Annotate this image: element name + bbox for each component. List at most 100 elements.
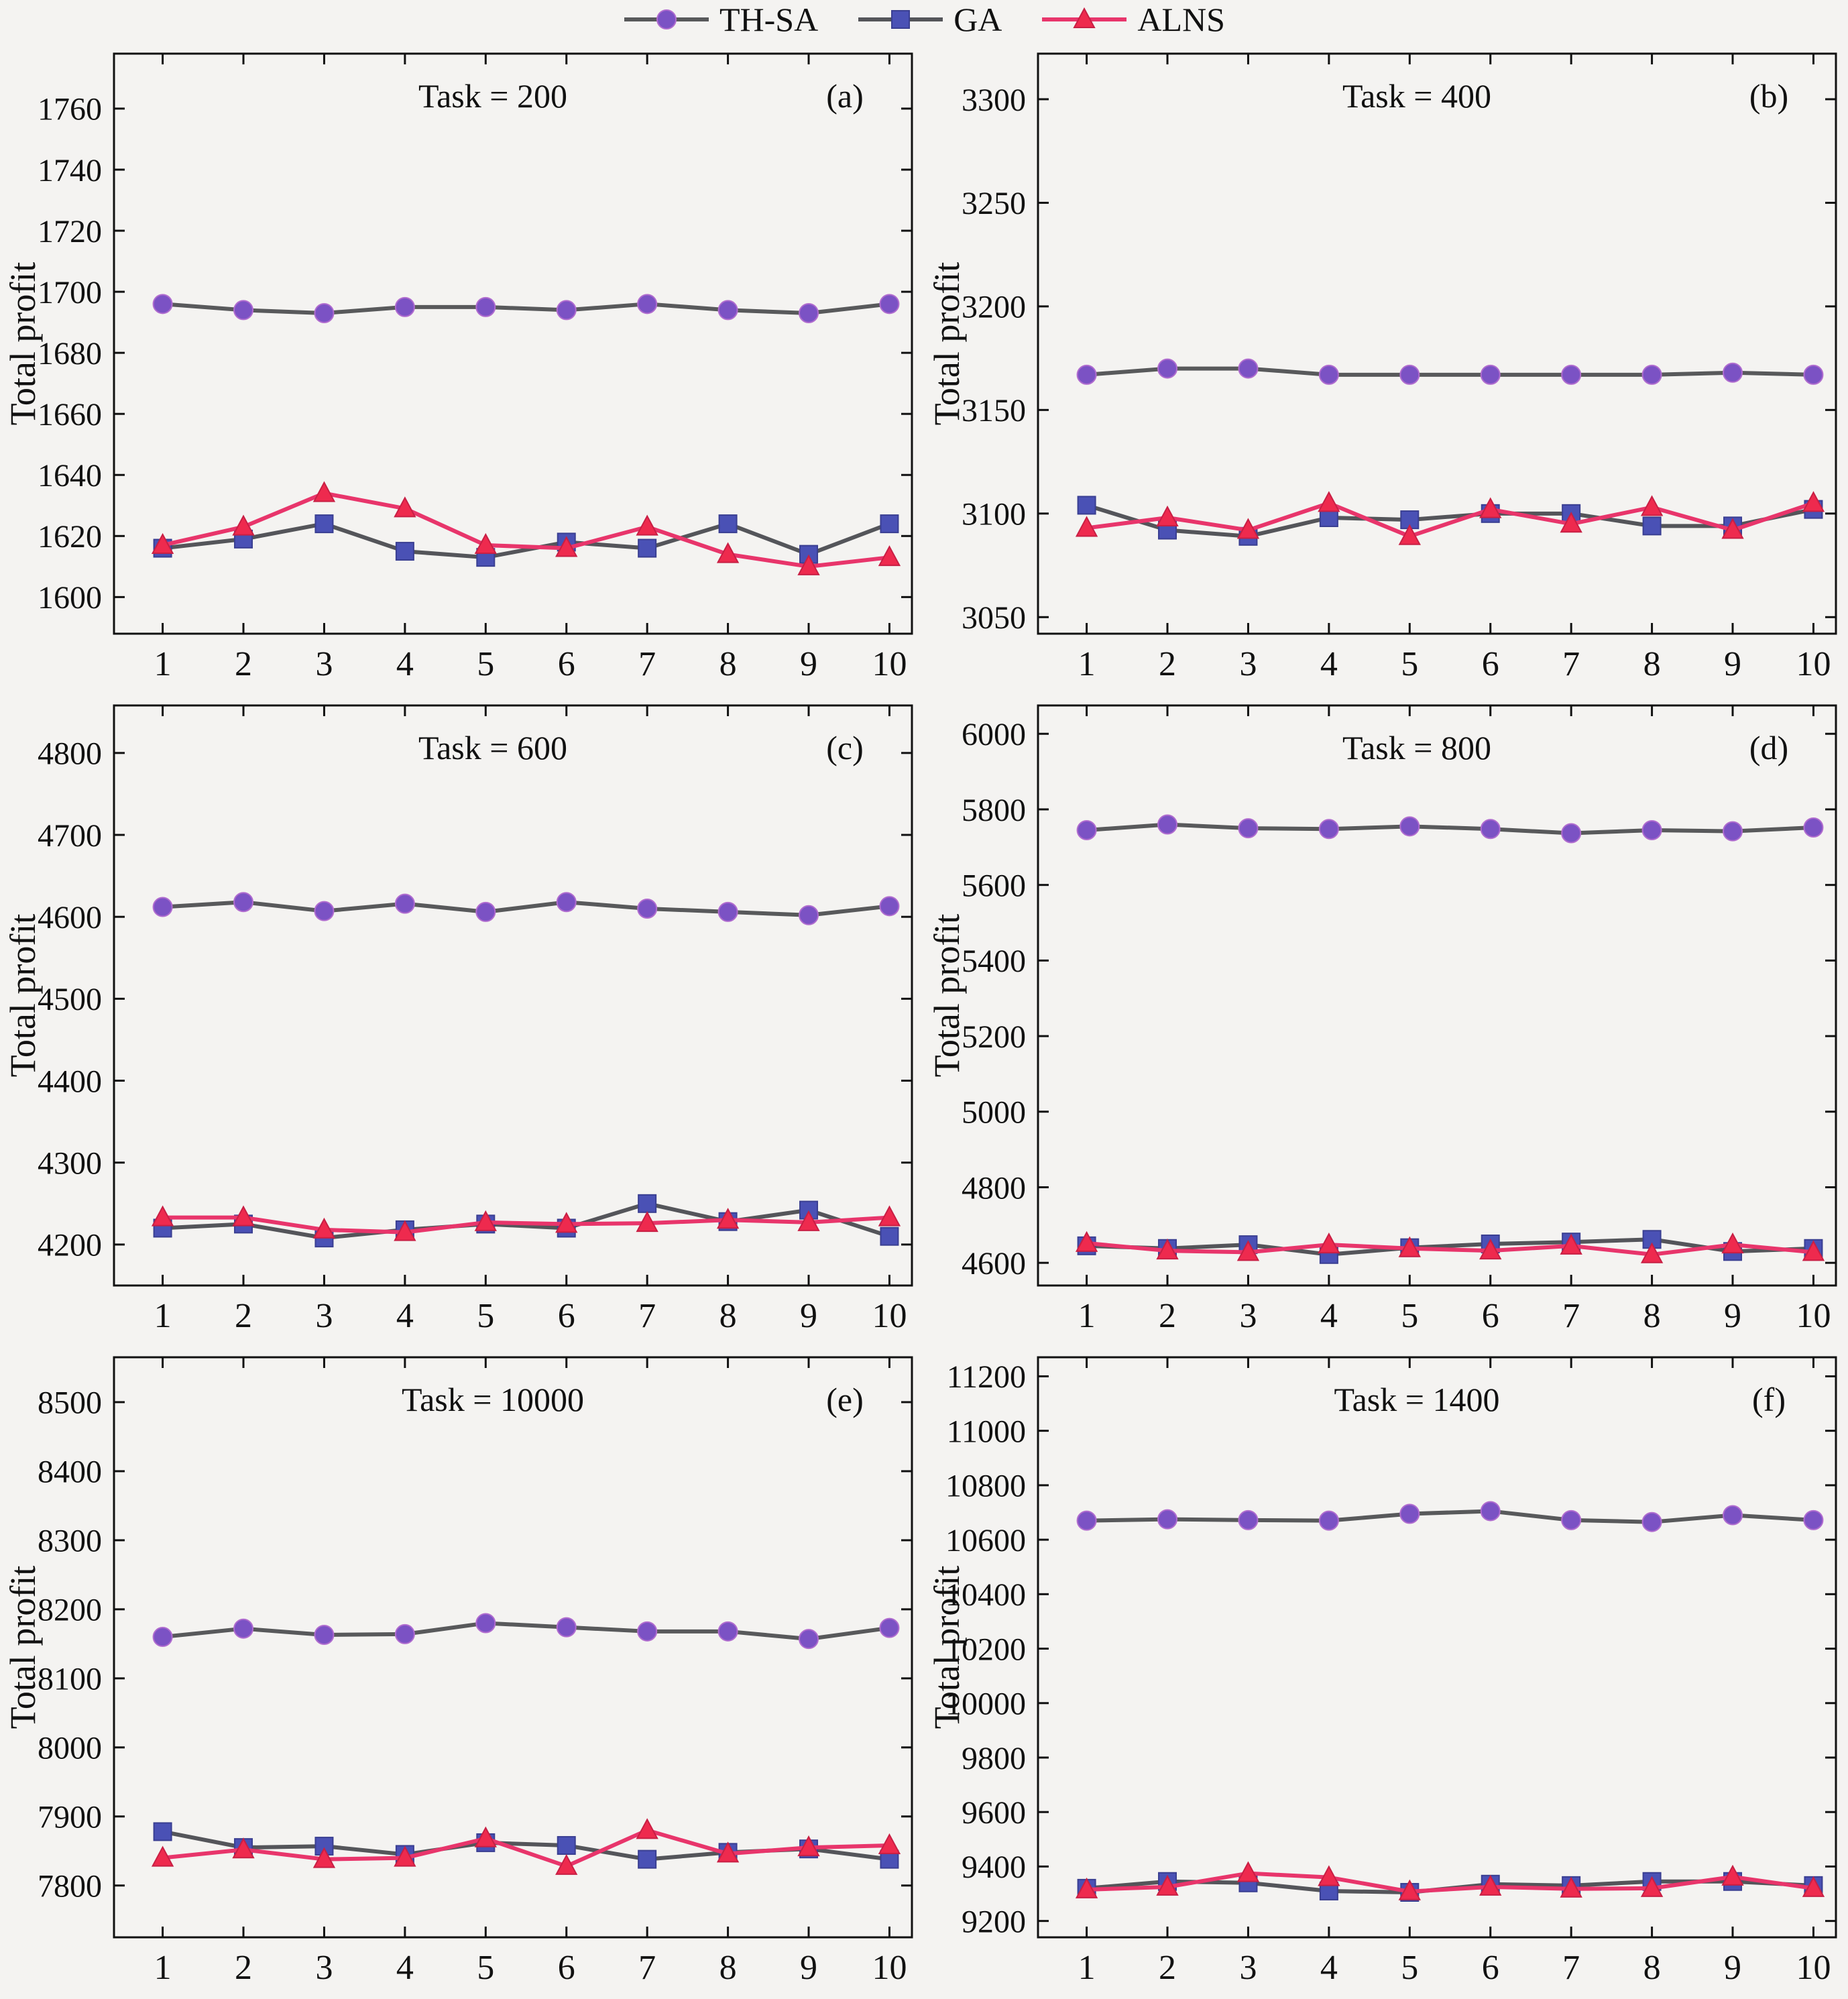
series-ga bbox=[1077, 1872, 1823, 1902]
panel-letter: (d) bbox=[1749, 729, 1788, 766]
panel-title: Task = 800 bbox=[1342, 729, 1491, 766]
x-tick-label: 7 bbox=[1562, 1949, 1580, 1987]
x-tick-label: 8 bbox=[1643, 1949, 1661, 1987]
legend-label-alns: ALNS bbox=[1137, 1, 1225, 38]
y-tick-label: 8200 bbox=[38, 1593, 102, 1628]
panel-letter: (b) bbox=[1749, 77, 1788, 115]
legend-item-th-sa: TH-SA bbox=[623, 3, 818, 36]
plot-c: 4200 4300 4400 4500 4600 4700 4800 1 2 3 4 5 6 7 8 9 10 T… bbox=[3, 704, 913, 1335]
y-tick-label: 10000 bbox=[945, 1687, 1026, 1722]
series-alns bbox=[151, 1818, 901, 1875]
x-tick-label: 1 bbox=[1078, 1949, 1096, 1987]
y-tick-label: 9200 bbox=[962, 1904, 1026, 1939]
x-tick-label: 1 bbox=[1078, 1297, 1096, 1335]
x-tick-label: 10 bbox=[1796, 1949, 1831, 1987]
y-tick-label: 3150 bbox=[962, 393, 1026, 429]
series-line-alns bbox=[162, 1828, 890, 1868]
x-tick-label: 3 bbox=[315, 645, 333, 683]
series-alns bbox=[1075, 1231, 1825, 1263]
y-tick-label: 4500 bbox=[38, 982, 102, 1017]
panel-letter: (f) bbox=[1752, 1381, 1786, 1418]
x-tick-label: 4 bbox=[396, 1949, 414, 1987]
subplot-a: 1600 1620 1640 1660 1680 1700 1720 1740 1760 1 2 3 4… bbox=[0, 40, 924, 692]
y-tick-label: 9600 bbox=[962, 1795, 1026, 1831]
y-tick-label: 8100 bbox=[38, 1662, 102, 1697]
series-line-th-sa bbox=[162, 1621, 890, 1642]
x-tick-label: 2 bbox=[1159, 645, 1176, 683]
x-tick-label: 6 bbox=[558, 1297, 575, 1335]
y-tick-label: 1640 bbox=[38, 458, 102, 494]
panel-letter: (e) bbox=[826, 1381, 864, 1418]
series-line-alns bbox=[162, 491, 890, 569]
y-axis-label: Total profit bbox=[927, 914, 967, 1078]
x-tick-label: 4 bbox=[1320, 1297, 1338, 1335]
subplot-c: 4200 4300 4400 4500 4600 4700 4800 1 2 3 4 5 6 7 8 9 10 T… bbox=[0, 692, 924, 1344]
series-ga bbox=[153, 514, 899, 567]
x-tick-label: 3 bbox=[1239, 1949, 1257, 1987]
x-tick-label: 8 bbox=[719, 1297, 737, 1335]
x-tick-label: 9 bbox=[1724, 1297, 1741, 1335]
series-ga bbox=[153, 1822, 899, 1869]
x-tick-label: 4 bbox=[1320, 645, 1338, 683]
series-th-sa bbox=[1076, 1501, 1824, 1532]
panel-letter: (c) bbox=[826, 729, 864, 766]
plot-f: 9200 9400 9600 9800 10000 10200 10400 10600 1080… bbox=[927, 1356, 1837, 1987]
x-tick-label: 8 bbox=[719, 1949, 737, 1987]
x-tick-label: 6 bbox=[558, 1949, 575, 1987]
y-tick-label: 4800 bbox=[962, 1170, 1026, 1206]
y-tick-label: 4800 bbox=[38, 736, 102, 772]
series-th-sa bbox=[152, 1613, 900, 1650]
y-tick-label: 6000 bbox=[962, 717, 1026, 752]
x-tick-label: 7 bbox=[1562, 645, 1580, 683]
x-tick-label: 2 bbox=[1159, 1297, 1176, 1335]
y-axis-label: Total profit bbox=[3, 262, 43, 426]
series-line-ga bbox=[162, 1201, 890, 1241]
x-tick-label: 8 bbox=[1643, 645, 1661, 683]
x-tick-label: 7 bbox=[638, 1297, 656, 1335]
y-tick-label: 7900 bbox=[38, 1800, 102, 1835]
y-tick-label: 4600 bbox=[38, 900, 102, 935]
plot-a: 1600 1620 1640 1660 1680 1700 1720 1740 1760 1 2 3 4… bbox=[3, 52, 913, 683]
x-tick-label: 9 bbox=[800, 1949, 817, 1987]
series-line-th-sa bbox=[1086, 366, 1814, 377]
y-axis-label: Total profit bbox=[927, 1566, 967, 1729]
x-tick-label: 6 bbox=[1482, 1297, 1499, 1335]
panel-title: Task = 200 bbox=[418, 77, 567, 115]
series-alns bbox=[151, 481, 901, 575]
y-tick-label: 3250 bbox=[962, 186, 1026, 221]
x-tick-label: 10 bbox=[872, 645, 907, 683]
y-tick-label: 5000 bbox=[962, 1095, 1026, 1131]
plot-border bbox=[113, 1356, 913, 1939]
series-line-th-sa bbox=[162, 900, 890, 917]
plot-border bbox=[1037, 1356, 1837, 1939]
plot-border bbox=[113, 704, 913, 1287]
y-tick-label: 5400 bbox=[962, 944, 1026, 979]
plot-border bbox=[1037, 704, 1837, 1287]
x-tick-label: 2 bbox=[235, 645, 252, 683]
y-axis-label: Total profit bbox=[927, 262, 967, 426]
subplot-grid: 1600 1620 1640 1660 1680 1700 1720 1740 1760 1 2 3 4… bbox=[0, 40, 1848, 1996]
x-tick-label: 10 bbox=[872, 1297, 907, 1335]
y-tick-label: 3050 bbox=[962, 600, 1026, 636]
plot-b: 3050 3100 3150 3200 3250 3300 1 2 3 4 5 6 7 8 9 10 Task … bbox=[927, 52, 1837, 683]
series-line-alns bbox=[162, 1215, 890, 1235]
x-tick-label: 2 bbox=[1159, 1949, 1176, 1987]
th-sa-line-marker-icon bbox=[623, 6, 710, 33]
y-tick-label: 4400 bbox=[38, 1064, 102, 1099]
y-tick-label: 10800 bbox=[945, 1469, 1026, 1504]
plot-e: 7800 7900 8000 8100 8200 8300 8400 8500 1 2 3 4 5 6 7 8… bbox=[3, 1356, 913, 1987]
x-tick-label: 5 bbox=[477, 1297, 494, 1335]
subplot-e: 7800 7900 8000 8100 8200 8300 8400 8500 1 2 3 4 5 6 7 8… bbox=[0, 1344, 924, 1996]
x-tick-label: 5 bbox=[477, 645, 494, 683]
subplot-b: 3050 3100 3150 3200 3250 3300 1 2 3 4 5 6 7 8 9 10 Task … bbox=[924, 40, 1848, 692]
legend-item-ga: GA bbox=[857, 3, 1002, 36]
legend-label-th-sa: TH-SA bbox=[719, 1, 819, 38]
y-tick-label: 9800 bbox=[962, 1741, 1026, 1776]
y-tick-label: 8400 bbox=[38, 1454, 102, 1490]
y-tick-label: 8500 bbox=[38, 1385, 102, 1421]
x-tick-label: 3 bbox=[315, 1297, 333, 1335]
ga-line-marker-icon bbox=[857, 6, 944, 33]
series-th-sa bbox=[152, 892, 900, 925]
y-tick-label: 11200 bbox=[947, 1359, 1026, 1395]
panel-title: Task = 400 bbox=[1342, 77, 1491, 115]
